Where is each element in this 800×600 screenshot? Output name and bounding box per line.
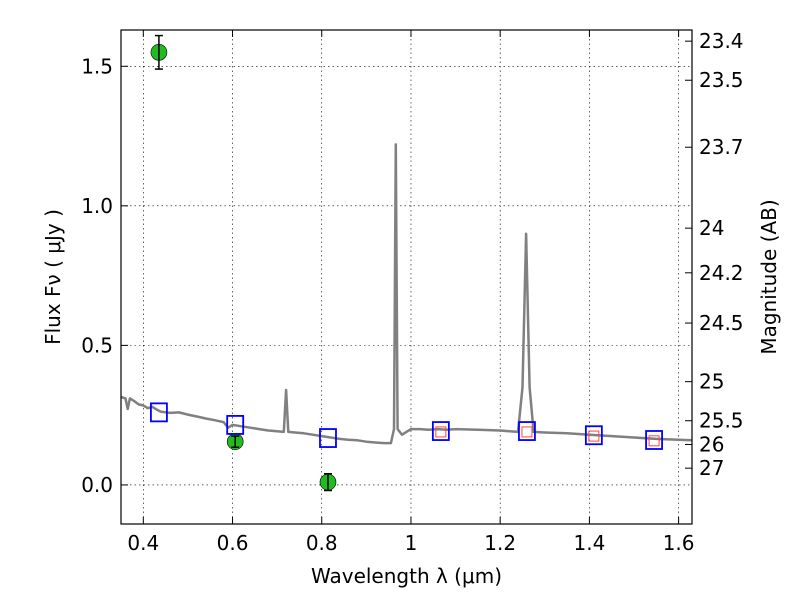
x-tick-label: 1.4 xyxy=(573,531,605,555)
model-photometry-square xyxy=(319,428,337,448)
grid-lines xyxy=(121,30,692,524)
model-photometry-square xyxy=(584,425,603,446)
model-spectrum-line xyxy=(120,143,693,445)
y2-tick-label: 23.4 xyxy=(699,29,744,53)
y2-tick-label: 27 xyxy=(699,456,724,480)
model-spectrum-layer xyxy=(120,143,693,445)
y-axis-label: Flux Fν ( μJy ) xyxy=(41,209,65,345)
x-tick-label: 1.6 xyxy=(663,531,695,555)
y2-tick-label: 25 xyxy=(699,370,724,394)
photometry-inner-square xyxy=(588,430,600,442)
x-tick-label: 0.6 xyxy=(217,531,249,555)
y-tick-label: 1.5 xyxy=(81,54,113,78)
y2-tick-label: 25.5 xyxy=(699,409,744,433)
x-tick-label: 0.8 xyxy=(306,531,338,555)
photometry-inner-square xyxy=(435,426,447,438)
y2-tick-label: 24.5 xyxy=(699,311,744,335)
model-photometry-square xyxy=(431,421,450,441)
y2-tick-label: 24 xyxy=(699,216,724,240)
y-tick-label: 0.5 xyxy=(81,333,113,357)
y2-tick-label: 26 xyxy=(699,432,724,456)
x-axis-label: Wavelength λ (μm) xyxy=(311,564,502,588)
photometry-markers xyxy=(150,34,663,492)
y2-tick-label: 23.5 xyxy=(699,68,744,92)
photometry-inner-square xyxy=(648,435,660,447)
photometry-inner-square xyxy=(521,426,533,438)
axis-ticks: 0.4 0.6 0.8 1 1.2 1.4 1.6 0.0 0.5 1.0 1.5 23.4 23.5 2… xyxy=(81,29,743,555)
plot-frame xyxy=(120,29,693,525)
y2-tick-label: 24.2 xyxy=(699,261,744,285)
y2-tick-label: 23.7 xyxy=(699,135,744,159)
model-photometry-square xyxy=(226,415,245,435)
model-photometry-square xyxy=(645,430,663,450)
model-photometry-square xyxy=(150,402,168,423)
y-tick-label: 0.0 xyxy=(81,473,113,497)
x-tick-label: 1 xyxy=(405,531,418,555)
model-photometry-square xyxy=(518,421,536,441)
x-tick-label: 0.4 xyxy=(127,531,159,555)
y-tick-label: 1.0 xyxy=(81,194,113,218)
x-tick-label: 1.2 xyxy=(484,531,516,555)
right-axis-label: Magnitude (AB) xyxy=(757,199,781,354)
